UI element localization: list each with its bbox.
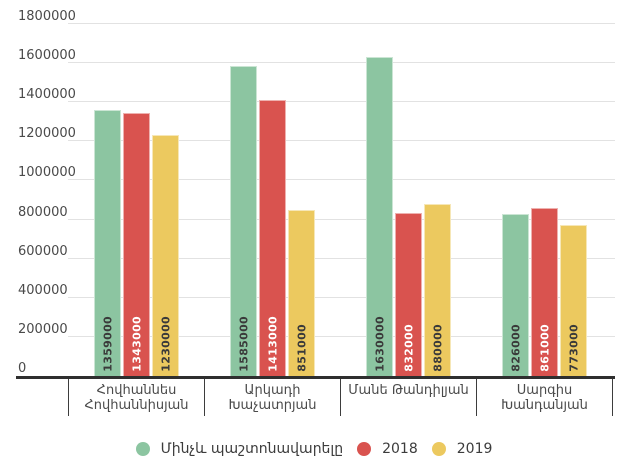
bar-value-label: 832000 [402, 324, 415, 372]
bar-value-label: 1359000 [101, 316, 114, 372]
bar-value-label: 1343000 [130, 316, 143, 372]
legend-swatch-icon [431, 442, 446, 456]
chart-legend: Մինչև պաշտոնավարելը 2018 2019 [0, 441, 628, 457]
legend-item-label: 2018 [382, 441, 418, 457]
bar-value-label: 1630000 [373, 316, 386, 372]
category-label: Հովհաննես Հովհաննիսյան [68, 379, 205, 416]
bar-s1-c1[interactable]: 1413000 [259, 100, 286, 376]
y-axis-tick-label: 0 [18, 361, 27, 376]
bar-s2-c0[interactable]: 1230000 [152, 135, 179, 376]
y-axis-tick-label: 200000 [18, 321, 68, 337]
bar-value-label: 773000 [567, 324, 580, 372]
bar-s0-c3[interactable]: 826000 [502, 214, 529, 376]
bar-s1-c3[interactable]: 861000 [531, 208, 558, 376]
bar-value-label: 851000 [295, 324, 308, 372]
x-axis-categories: Հովհաննես Հովհաննիսյան Արկադի Խաչատրյան Մա… [68, 379, 613, 416]
bar-s2-c1[interactable]: 851000 [288, 210, 315, 376]
y-axis-tick-label: 1200000 [18, 126, 76, 142]
y-axis-tick-label: 1000000 [18, 165, 76, 181]
bar-s0-c2[interactable]: 1630000 [366, 57, 393, 376]
bar-value-label: 826000 [509, 324, 522, 372]
legend-item-2019[interactable]: 2019 [431, 441, 493, 457]
bar-value-label: 1413000 [266, 316, 279, 372]
legend-item-2018[interactable]: 2018 [357, 441, 418, 457]
bar-value-label: 880000 [431, 324, 444, 372]
legend-item-label: 2019 [456, 441, 493, 457]
legend-swatch-icon [357, 442, 372, 456]
legend-item-before-office[interactable]: Մինչև պաշտոնավարելը [135, 441, 344, 457]
gridline [68, 62, 615, 64]
bar-s0-c1[interactable]: 1585000 [230, 66, 257, 376]
y-axis-tick-label: 1800000 [18, 9, 76, 24]
gridline [68, 335, 615, 337]
bar-s2-c2[interactable]: 880000 [424, 204, 451, 376]
gridline [68, 296, 615, 298]
bar-s2-c3[interactable]: 773000 [560, 225, 587, 376]
bar-s0-c0[interactable]: 1359000 [94, 110, 121, 376]
gridline [68, 140, 615, 142]
gridline [68, 257, 615, 259]
gridline [68, 23, 615, 24]
bar-s1-c2[interactable]: 832000 [395, 213, 422, 376]
y-axis-tick-label: 800000 [18, 204, 68, 220]
y-axis-tick-label: 600000 [18, 243, 68, 259]
y-axis-tick-label: 1400000 [18, 87, 76, 103]
x-axis-line [16, 376, 615, 379]
bar-value-label: 1230000 [159, 316, 172, 372]
legend-swatch-icon [135, 442, 150, 456]
category-label: Մանե Թանդիլյան [341, 379, 477, 416]
gridline [68, 218, 615, 220]
bar-value-label: 1585000 [237, 316, 250, 372]
category-label: Սարգիս Խանդանյան [477, 379, 613, 416]
category-label: Արկադի Խաչատրյան [205, 379, 341, 416]
y-axis-tick-label: 1600000 [18, 48, 76, 64]
gridline [68, 179, 615, 181]
bar-s1-c0[interactable]: 1343000 [123, 113, 150, 376]
legend-item-label: Մինչև պաշտոնավարելը [160, 441, 344, 457]
gridline [68, 101, 615, 103]
bar-value-label: 861000 [538, 324, 551, 372]
y-axis-tick-label: 400000 [18, 282, 68, 298]
